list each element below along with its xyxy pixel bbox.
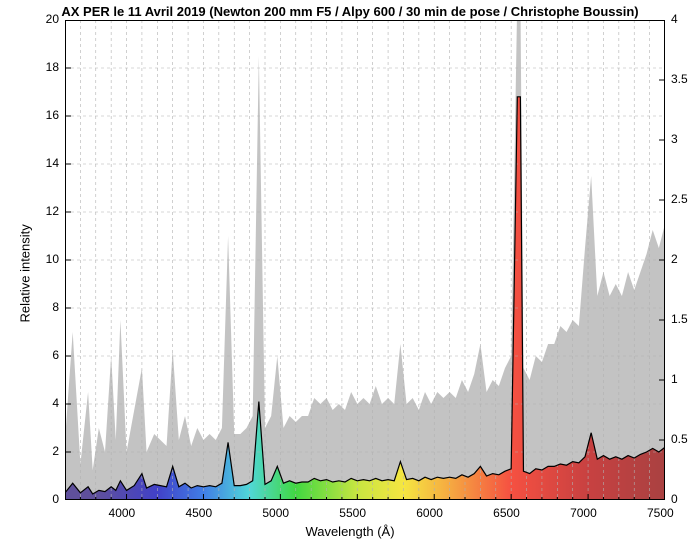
y-right-tick-label: 0: [671, 492, 678, 506]
x-tick-label: 4500: [185, 506, 212, 520]
y-right-tick-label: 2: [671, 252, 678, 266]
y-left-tick-label: 14: [46, 156, 59, 170]
x-axis-label: Wavelength (Å): [0, 524, 700, 539]
plot-area: [65, 20, 665, 500]
y-left-tick-label: 2: [52, 444, 59, 458]
y-left-tick-label: 16: [46, 108, 59, 122]
y-right-tick-label: 2.5: [671, 192, 688, 206]
y-right-tick-label: 0.5: [671, 432, 688, 446]
y-left-tick-label: 20: [46, 12, 59, 26]
y-right-tick-label: 4: [671, 12, 678, 26]
y-right-tick-label: 3.5: [671, 72, 688, 86]
y-left-tick-label: 18: [46, 60, 59, 74]
spectrum-chart: AX PER le 11 Avril 2019 (Newton 200 mm F…: [0, 0, 700, 550]
x-tick-label: 5000: [262, 506, 289, 520]
y-right-tick-label: 1: [671, 372, 678, 386]
y-axis-left-label: Relative intensity: [18, 203, 33, 323]
y-left-tick-label: 12: [46, 204, 59, 218]
x-tick-label: 6000: [416, 506, 443, 520]
x-tick-label: 4000: [109, 506, 136, 520]
y-left-tick-label: 6: [52, 348, 59, 362]
y-right-tick-label: 1.5: [671, 312, 688, 326]
y-left-tick-label: 8: [52, 300, 59, 314]
y-left-tick-label: 10: [46, 252, 59, 266]
chart-title: AX PER le 11 Avril 2019 (Newton 200 mm F…: [0, 4, 700, 19]
y-right-tick-label: 3: [671, 132, 678, 146]
x-tick-label: 7500: [647, 506, 674, 520]
y-left-tick-label: 0: [52, 492, 59, 506]
y-left-tick-label: 4: [52, 396, 59, 410]
x-tick-label: 6500: [493, 506, 520, 520]
x-tick-label: 7000: [570, 506, 597, 520]
x-tick-label: 5500: [339, 506, 366, 520]
